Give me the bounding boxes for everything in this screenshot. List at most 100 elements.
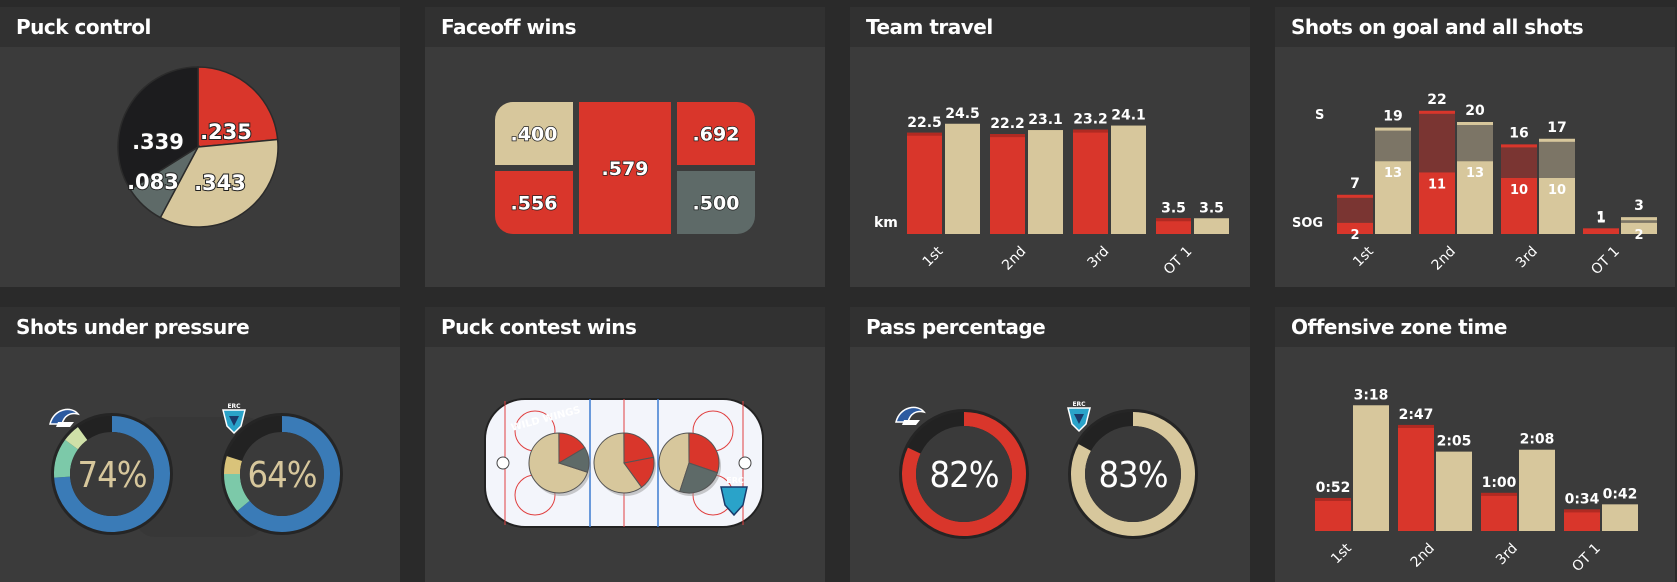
faceoff-cell-label: .500	[693, 193, 740, 215]
shots-bar	[1337, 194, 1373, 223]
panel-title: Puck control	[16, 15, 151, 39]
faceoff-cell-label: .692	[693, 124, 740, 146]
x-tick-label: 1st	[1328, 540, 1355, 567]
ring-segment	[224, 456, 243, 475]
faceoff-grid: .400 .556 .579 .692 .500	[495, 102, 755, 234]
bar	[1073, 129, 1108, 234]
pie-slice	[159, 138, 279, 228]
sog-value-label: 1	[1596, 211, 1605, 226]
ring-value-label: 82%	[930, 455, 999, 496]
sog-value-label: 2	[1350, 228, 1359, 243]
panel-header: Pass percentage	[850, 307, 1250, 347]
rink-goal-icon	[738, 456, 752, 470]
sog-value-label: 10	[1548, 183, 1566, 198]
shots-bar-cap	[1457, 122, 1493, 125]
ring-segment	[65, 427, 88, 450]
ring-value-label: 64%	[248, 455, 317, 496]
shots-value-label: 3	[1634, 198, 1644, 214]
sog-value-label: 2	[1634, 228, 1643, 243]
x-tick-label: OT 1	[1569, 541, 1604, 576]
erc-logo-text: ERC	[227, 403, 241, 410]
shots-bar-cap	[1621, 217, 1657, 221]
offensive-zone-chart: 0:52 3:18 1st 2:472:05 2nd 1:00 2:08 3rd 0:34 0:4…	[1315, 387, 1638, 576]
sog-bar	[1621, 222, 1657, 234]
x-tick-label: 3rd	[1493, 541, 1521, 569]
contest-pie-grey	[557, 447, 590, 473]
shots-value-label: 20	[1465, 103, 1485, 119]
pie-slice-label: .083	[127, 170, 179, 194]
sog-bar	[1501, 178, 1537, 234]
row-label-s: S	[1315, 108, 1324, 123]
shots-value-label: 22	[1427, 92, 1446, 108]
erc-logo-icon: ERC	[1067, 401, 1091, 433]
bar-cap	[1398, 424, 1434, 428]
bar-value-label: 1:00	[1482, 475, 1517, 491]
faceoff-cell-label: .400	[511, 124, 558, 146]
pass-percentage-rings: 82% 83% ERC	[895, 401, 1198, 539]
row-label-sog: SOG	[1292, 216, 1323, 231]
ring-center	[70, 432, 154, 516]
panel-header: Shots on goal and all shots	[1275, 7, 1675, 47]
wild-wings-wordmark-icon	[902, 420, 920, 425]
contest-pie-tan	[658, 432, 690, 493]
x-tick-label: OT 1	[1161, 244, 1196, 279]
erc-logo-icon: ERC	[222, 403, 246, 435]
ring-segment	[902, 412, 1026, 536]
shots-bar-cap	[1419, 110, 1455, 114]
bar-cap	[1073, 129, 1108, 133]
bar-value-label: 0:42	[1603, 486, 1638, 502]
panel-title: Team travel	[866, 15, 993, 39]
bar-value-label: 23.1	[1028, 112, 1063, 128]
ring-center	[240, 432, 324, 516]
shots-value-label: 19	[1383, 109, 1402, 125]
bar	[1602, 504, 1638, 531]
rink-goal-icon	[496, 456, 510, 470]
faceoff-cell	[495, 102, 573, 165]
faceoff-cell	[579, 102, 671, 234]
x-tick-label: 2nd	[1408, 541, 1438, 571]
panel-header: Shots under pressure	[0, 307, 400, 347]
panel-offensive-zone: Offensive zone time 0:52 3:18 1st 2:47 2:05 2…	[1275, 307, 1675, 582]
bar-value-label: 0:52	[1316, 480, 1351, 496]
ring-segment	[54, 416, 170, 532]
puck-control-pie: .235 .343 .083 .339	[117, 66, 279, 228]
bar-value-label: 3:18	[1354, 387, 1389, 403]
x-tick-label: 2nd	[1429, 244, 1459, 274]
ring-center	[916, 426, 1012, 522]
shots-value-label: 1	[1596, 209, 1606, 225]
shots-value-label: 7	[1350, 176, 1360, 192]
faceoff-cell	[677, 102, 755, 165]
shots-bar-cap	[1501, 144, 1537, 148]
panel-title: Pass percentage	[866, 315, 1046, 339]
bar	[1194, 218, 1229, 234]
pie-slice-label: .235	[200, 120, 252, 144]
bar	[1315, 497, 1351, 531]
sog-bar	[1375, 161, 1411, 234]
ring-value-label: 74%	[78, 455, 147, 496]
x-tick-label: 1st	[1350, 243, 1377, 270]
erc-rink-logo-text: ERC	[726, 476, 744, 485]
ring-center	[1085, 426, 1181, 522]
x-tick-label: 3rd	[1085, 244, 1113, 272]
bar-value-label: 2:47	[1399, 407, 1434, 423]
bar	[1111, 125, 1146, 234]
bar	[1519, 449, 1555, 531]
bar	[1398, 424, 1434, 531]
ring-segment	[237, 416, 340, 532]
panel-header: Faceoff wins	[425, 7, 825, 47]
shots-bar-cap	[1375, 127, 1411, 131]
shots-bar	[1457, 122, 1493, 162]
faceoff-cell	[677, 171, 755, 234]
x-tick-label: 3rd	[1513, 244, 1541, 272]
panel-header: Puck contest wins	[425, 307, 825, 347]
bar	[945, 123, 980, 234]
y-axis-label: km	[874, 215, 898, 231]
bar-cap	[1315, 497, 1351, 501]
erc-rink-logo-icon	[720, 486, 748, 517]
bar-value-label: 22.5	[907, 115, 942, 131]
x-tick-label: OT 1	[1588, 244, 1623, 279]
contest-pie-red	[688, 432, 720, 474]
bar-value-label: 22.2	[990, 116, 1025, 132]
bar-value-label: 0:34	[1565, 491, 1600, 507]
